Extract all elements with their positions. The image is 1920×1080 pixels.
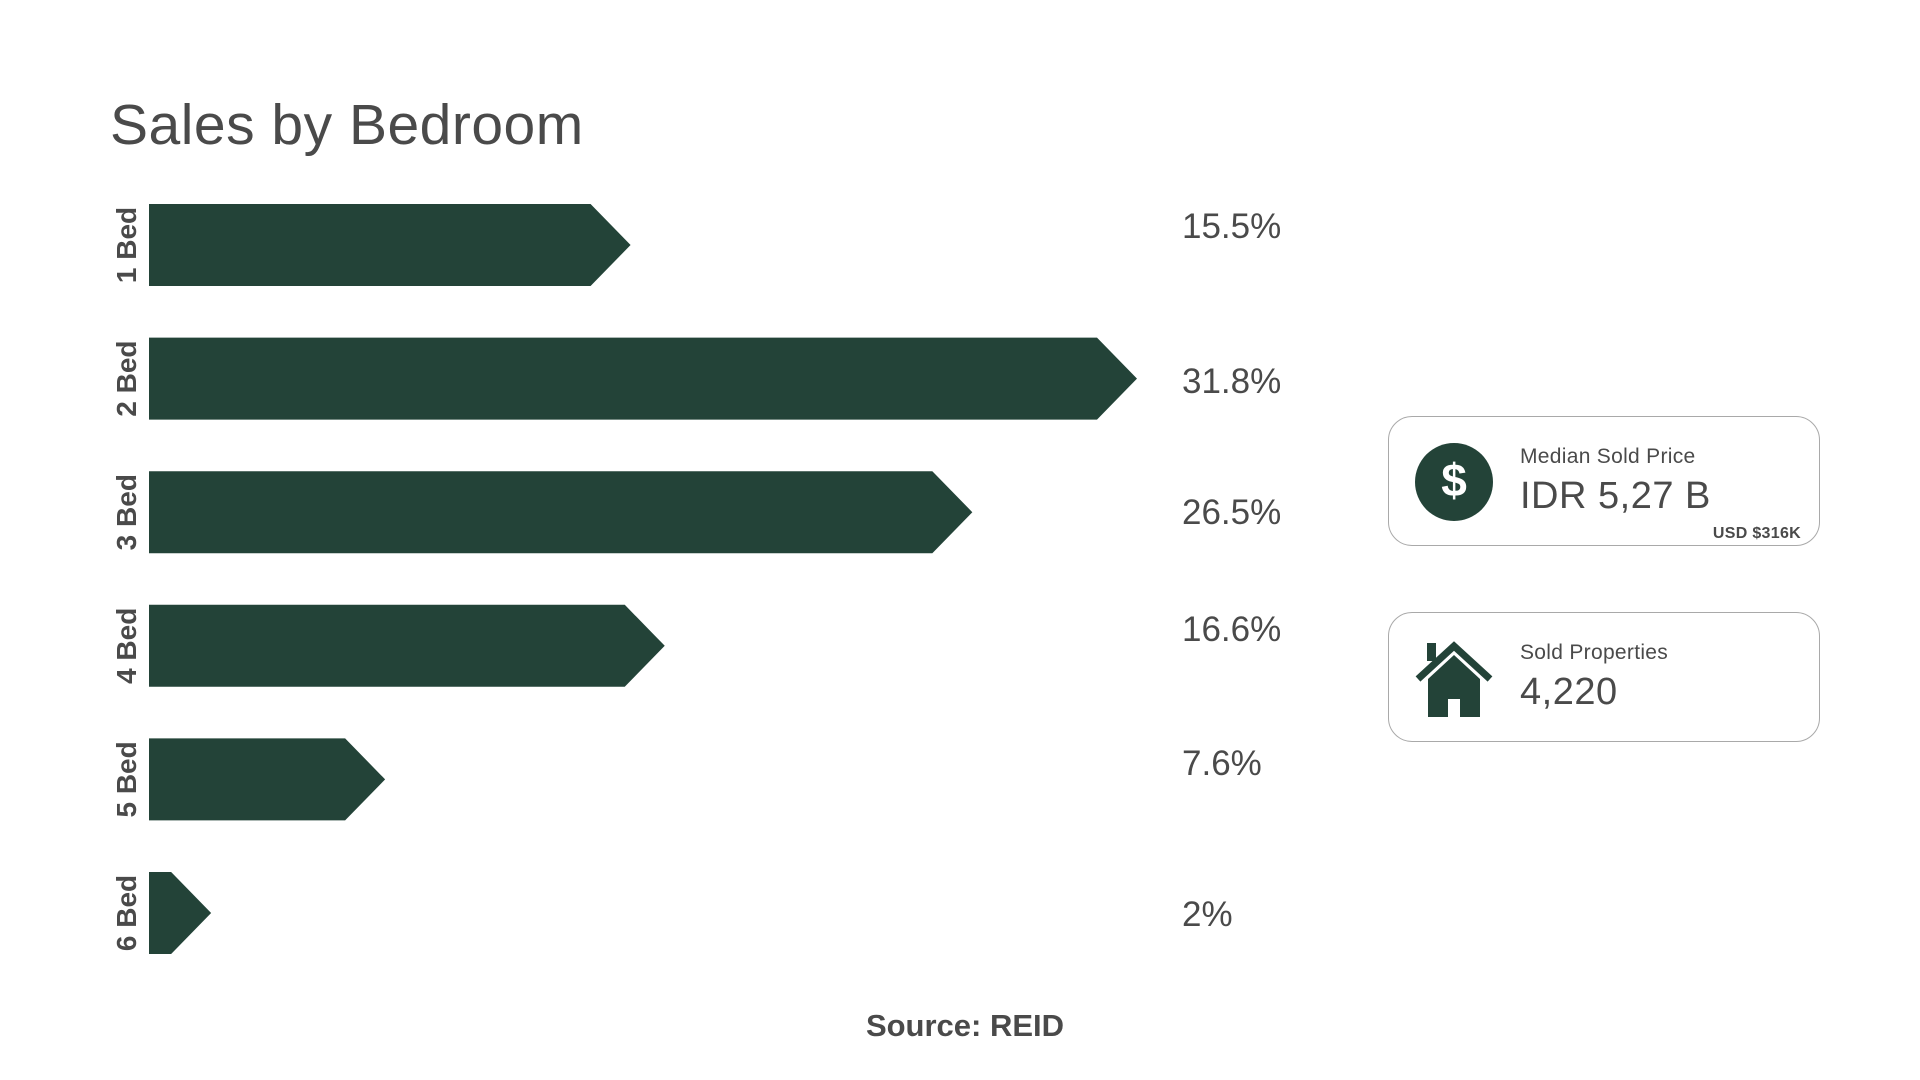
value-label: 16.6%: [1182, 610, 1281, 649]
value-label: 15.5%: [1182, 207, 1281, 246]
bar-6-bed: [149, 872, 212, 954]
category-label: 4 Bed: [111, 608, 142, 684]
sold-properties-label: Sold Properties: [1520, 641, 1669, 664]
category-label: 1 Bed: [111, 207, 142, 283]
sold-properties-card: Sold Properties 4,220: [1388, 612, 1820, 742]
chart-title: Sales by Bedroom: [110, 93, 584, 157]
value-label: 2%: [1182, 895, 1233, 934]
house-icon: [1415, 641, 1493, 717]
category-label: 5 Bed: [111, 741, 142, 817]
value-label: 31.8%: [1182, 362, 1281, 401]
dollar-icon: $: [1415, 443, 1493, 521]
source-note: Source: REID: [865, 1008, 1065, 1043]
bar-1-bed: [149, 204, 631, 286]
median-sold-price-card: $ Median Sold Price IDR 5,27 B USD $316K: [1388, 416, 1820, 546]
category-label: 2 Bed: [111, 340, 142, 416]
bar-3-bed: [149, 471, 973, 554]
category-label: 6 Bed: [111, 875, 142, 951]
bar-chart: 1 Bed 15.5% 2 Bed 31.8% 3 Bed 26.5% 4 Bed 16.6%…: [111, 204, 1281, 954]
median-sold-price-label: Median Sold Price: [1520, 445, 1696, 468]
value-label: 7.6%: [1182, 744, 1262, 783]
bar-2-bed: [149, 337, 1137, 420]
bars-layer: 1 Bed 15.5% 2 Bed 31.8% 3 Bed 26.5% 4 Bed 16.6%…: [111, 204, 1281, 954]
median-sold-price-value: IDR 5,27 B: [1520, 475, 1711, 517]
median-sold-price-usd: USD $316K: [1712, 525, 1801, 542]
sold-properties-value: 4,220: [1520, 671, 1618, 713]
value-label: 26.5%: [1182, 493, 1281, 532]
bar-5-bed: [149, 738, 386, 821]
category-label: 3 Bed: [111, 474, 142, 550]
svg-text:$: $: [1441, 454, 1467, 506]
bar-4-bed: [149, 604, 665, 687]
